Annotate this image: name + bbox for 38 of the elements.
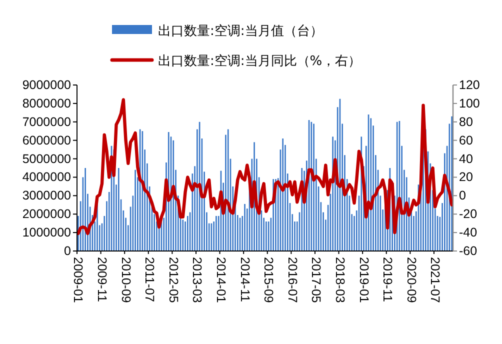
y2-tick-label: -20 [459,207,478,222]
x-tick-label: 2017-05 [309,257,324,303]
y2-tick-label: 100 [459,96,480,110]
y2-tick-label: 80 [459,114,473,129]
y-tick-label: 5000000 [22,152,72,166]
x-tick-label: 2012-05 [166,257,180,303]
legend-label: 出口数量:空调:当月同比（%，右） [158,54,362,69]
x-tick-label: 2021-07 [428,257,442,303]
x-tick-label: 2009-11 [94,257,109,302]
x-tick-label: 2011-07 [142,257,157,302]
x-tick-label: 2019-01 [356,257,371,303]
x-tick-label: 2014-11 [238,257,252,302]
y-tick-label: 4000000 [22,170,72,184]
x-tick-label: 2014-01 [214,257,228,303]
y2-tick-label: 40 [459,152,473,166]
y2-tick-label: 20 [459,170,473,184]
x-tick-label: 2015-09 [262,257,276,303]
y2-tick-label: 120 [459,78,480,92]
x-tick-label: 2009-01 [71,257,86,303]
x-tick-label: 2020-09 [404,257,418,303]
y2-tick-label: -40 [459,226,478,240]
y2-tick-label: -60 [459,244,478,258]
legend-label: 出口数量:空调:当月值（台） [158,24,323,39]
y-tick-label: 3000000 [22,188,72,203]
y2-tick-label: 0 [459,188,466,203]
y-tick-label: 9000000 [22,78,72,92]
y-tick-label: 2000000 [22,207,72,222]
x-tick-label: 2018-03 [332,257,347,303]
y-tick-label: 0 [64,244,72,258]
y-tick-label: 6000000 [22,133,72,148]
y-tick-label: 7000000 [22,114,72,129]
x-tick-label: 2013-03 [190,257,204,303]
y2-tick-label: 60 [459,133,473,148]
x-tick-label: 2019-11 [380,257,395,302]
y-tick-label: 1000000 [22,226,72,240]
x-tick-label: 2010-09 [118,257,133,303]
y-tick-label: 8000000 [22,96,72,110]
x-tick-label: 2016-07 [285,257,300,303]
